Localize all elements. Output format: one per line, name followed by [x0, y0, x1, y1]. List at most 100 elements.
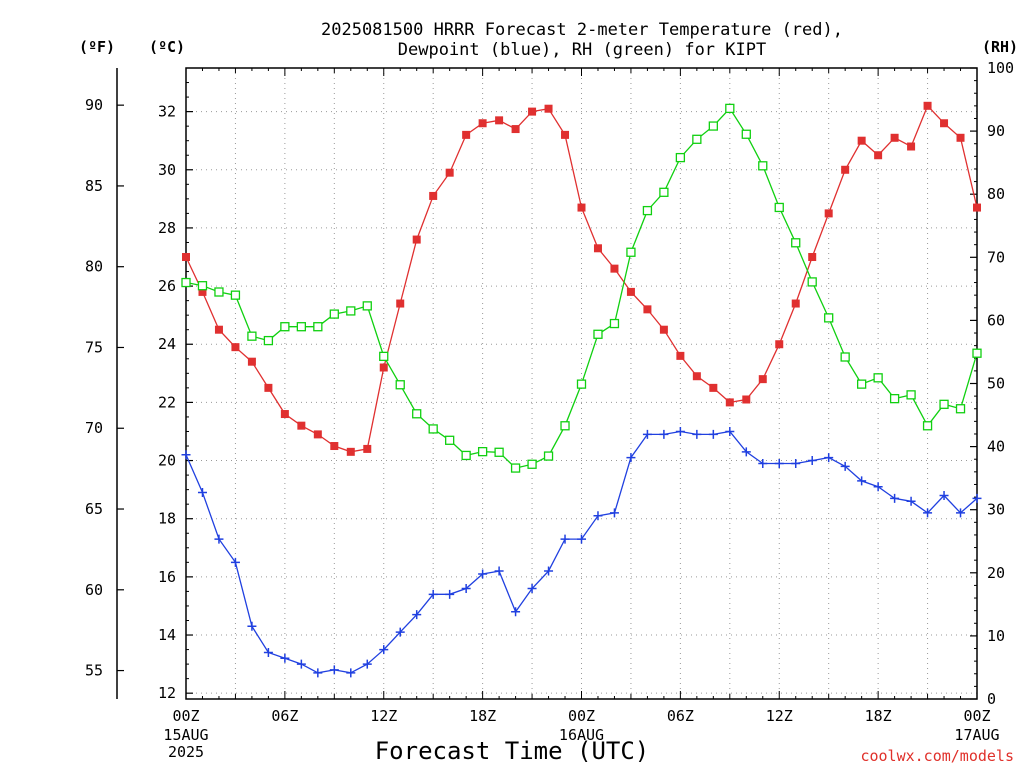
rh-point: [445, 435, 455, 445]
fahrenheit-tick-label: 70: [85, 419, 103, 437]
x-tick-label: 06Z: [271, 707, 298, 725]
dewpoint-point: [478, 569, 488, 579]
rh-point: [708, 121, 718, 131]
rh-tick-label: 90: [987, 122, 1005, 140]
rh-point: [791, 238, 801, 248]
rh-point: [543, 451, 554, 461]
temperature-point: [857, 136, 866, 145]
dewpoint-point: [544, 566, 554, 576]
rh-point: [477, 446, 488, 457]
credit-text: coolwx.com/models: [860, 747, 1014, 765]
dewpoint-point: [939, 490, 949, 500]
temperature-point: [676, 351, 685, 360]
dewpoint-point: [560, 534, 570, 544]
chart-title-line-1: 2025081500 HRRR Forecast 2-meter Tempera…: [321, 20, 843, 40]
dewpoint-point: [511, 607, 521, 617]
rh-point: [824, 313, 834, 323]
grid-lines: [186, 68, 977, 699]
dewpoint-point: [626, 453, 636, 463]
temperature-point: [198, 287, 207, 296]
rh-point: [593, 329, 603, 339]
dewpoint-point: [692, 429, 702, 439]
dewpoint-point: [412, 610, 422, 620]
rh-point: [939, 399, 949, 409]
x-tick-label: 18Z: [469, 707, 496, 725]
dewpoint-point: [527, 584, 537, 594]
data-series: [181, 101, 982, 678]
rh-point: [609, 318, 620, 329]
dewpoint-point: [313, 668, 323, 678]
rh-point: [856, 379, 867, 389]
dewpoint-point: [956, 508, 966, 518]
temperature-point: [511, 125, 520, 134]
fahrenheit-unit-label: (ºF): [79, 38, 115, 56]
temperature-point: [544, 104, 553, 113]
rh-point: [494, 447, 504, 457]
temperature-point: [940, 119, 949, 128]
temperature-point: [907, 142, 916, 151]
dewpoint-point: [972, 493, 982, 503]
temperature-point: [610, 264, 619, 273]
rh-point: [626, 247, 636, 257]
rh-point: [197, 281, 208, 291]
dewpoint-point: [494, 566, 504, 576]
celsius-tick-label: 26: [158, 277, 176, 295]
celsius-tick-label: 24: [158, 335, 176, 353]
x-tick-label: 12Z: [370, 707, 397, 725]
rh-point: [247, 331, 257, 341]
temperature-point: [478, 119, 487, 128]
rh-tick-label: 80: [987, 185, 1005, 203]
dewpoint-point: [395, 627, 405, 637]
dewpoint-point: [280, 653, 290, 663]
rh-point: [840, 352, 850, 362]
rh-point: [362, 301, 372, 311]
rh-tick-label: 50: [987, 375, 1005, 393]
fahrenheit-tick-label: 80: [85, 258, 103, 276]
rh-tick-label: 40: [987, 438, 1005, 456]
dewpoint-point: [741, 447, 751, 457]
rh-point: [263, 335, 274, 346]
temperature-point: [462, 130, 471, 139]
rh-point: [461, 450, 471, 461]
dewpoint-point: [428, 589, 438, 599]
rh-tick-label: 0: [987, 690, 996, 708]
rh-point: [642, 205, 653, 216]
temperature-point: [775, 340, 784, 349]
temperature-point: [709, 383, 718, 392]
celsius-tick-label: 32: [158, 103, 176, 121]
dewpoint-point: [593, 511, 603, 521]
axis-ticks: 12 14 16 18 20 22 24 26 28 30 32 55 60 65 70 75 80 85 90 0 1…: [85, 59, 1014, 761]
x-tick-sublabel: 2025: [168, 743, 204, 761]
rh-tick-label: 100: [987, 59, 1014, 77]
temperature-point: [396, 299, 405, 308]
temperature-point: [561, 130, 570, 139]
x-tick-sublabel: 15AUG: [163, 726, 208, 744]
dewpoint-point: [708, 429, 718, 439]
x-tick-label: 06Z: [667, 707, 694, 725]
temperature-point: [528, 107, 537, 116]
temperature-point: [725, 398, 734, 407]
fahrenheit-tick-label: 90: [85, 96, 103, 114]
rh-point: [692, 134, 702, 144]
dewpoint-point: [230, 557, 240, 567]
rh-point: [972, 348, 982, 358]
dewpoint-point: [247, 621, 257, 631]
rh-point: [395, 380, 405, 390]
celsius-tick-label: 14: [158, 626, 176, 644]
temperature-point: [973, 203, 981, 212]
temperature-point: [577, 203, 586, 212]
rh-unit-label: (RH): [982, 38, 1018, 56]
rh-point: [379, 351, 389, 362]
celsius-tick-label: 20: [158, 452, 176, 470]
dewpoint-point: [758, 458, 768, 468]
temperature-point: [791, 299, 800, 308]
temperature-point: [363, 444, 372, 453]
rh-point: [774, 202, 784, 213]
celsius-tick-label: 18: [158, 510, 176, 528]
dewpoint-point: [362, 659, 372, 669]
dewpoint-point: [791, 458, 801, 468]
rh-point: [725, 103, 735, 114]
temperature-point: [874, 151, 883, 160]
dewpoint-point: [774, 458, 784, 468]
